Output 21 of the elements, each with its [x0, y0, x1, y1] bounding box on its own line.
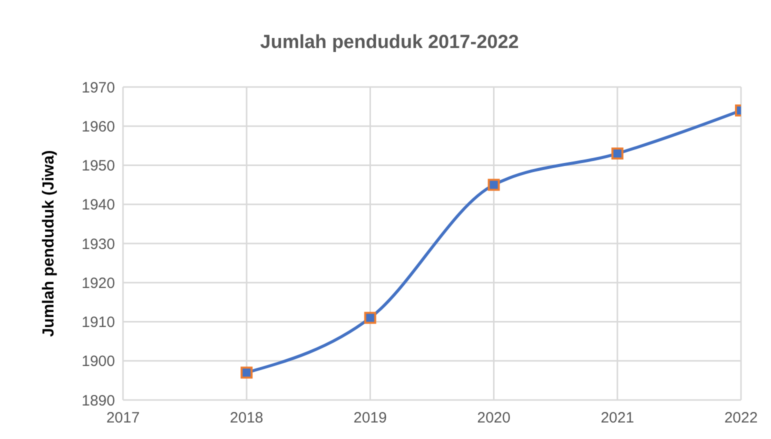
y-tick-label: 1970 [82, 79, 115, 96]
x-tick-label: 2020 [477, 410, 510, 427]
x-tick-label: 2022 [724, 410, 758, 427]
x-tick-label: 2019 [354, 410, 387, 427]
y-tick-label: 1900 [82, 353, 115, 370]
y-tick-label: 1960 [82, 118, 115, 136]
x-tick-label: 2021 [600, 410, 634, 427]
y-tick-label: 1940 [82, 196, 115, 214]
point [488, 178, 500, 191]
y-tick-label: 1930 [82, 236, 115, 253]
y-tick-label: 1890 [82, 392, 115, 410]
y-axis-title: Jumlah penduduk (Jiwa) [40, 150, 58, 337]
point [611, 148, 624, 160]
point [240, 366, 253, 379]
y-tick-label: 1950 [82, 158, 115, 175]
y-tick-label: 1910 [82, 314, 115, 332]
chart-title: Jumlah penduduk 2017-2022 [259, 32, 520, 54]
y-tick-label: 1920 [82, 274, 115, 292]
x-tick-label: 2018 [230, 410, 264, 427]
point [364, 312, 376, 324]
x-tick-label: 2017 [106, 410, 140, 427]
